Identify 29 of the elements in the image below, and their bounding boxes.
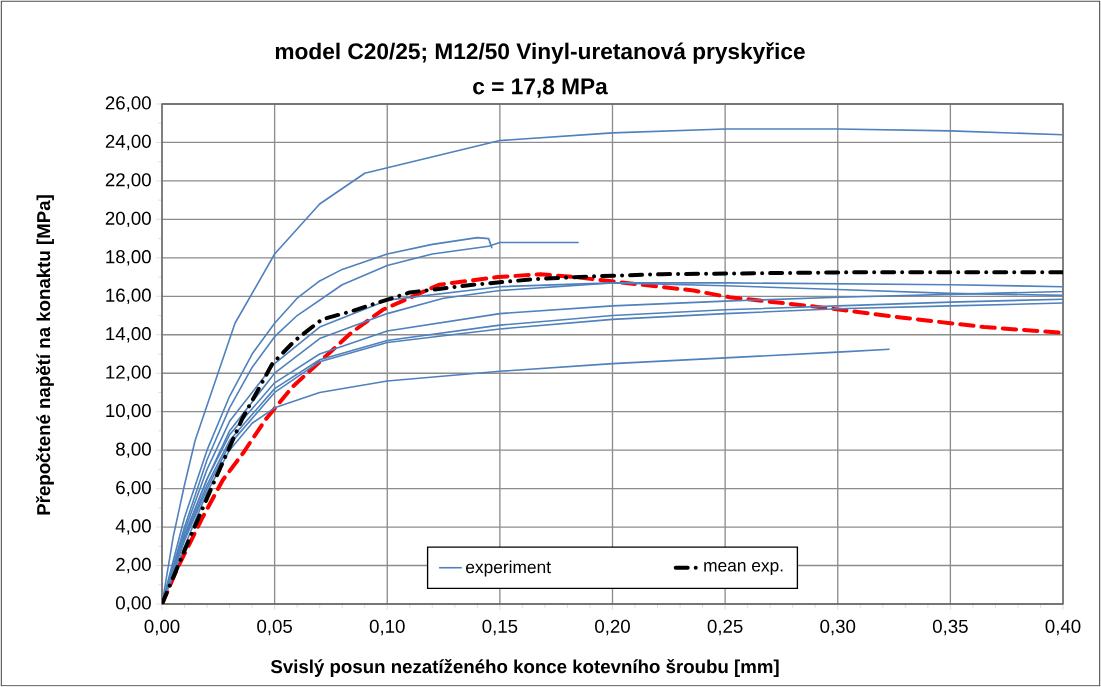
legend-label: experiment [466,560,551,577]
y-tick-label: 10,00 [106,403,151,420]
chart-subtitle: c = 17,8 MPa [473,78,608,98]
y-tick-label: 2,00 [116,557,151,574]
y-tick-label: 8,00 [116,442,151,458]
x-tick-label: 0,25 [707,619,743,636]
y-tick-label: 16,00 [106,288,151,305]
y-axis-title: Přepočtené napětí na konaktu [MPa] [36,195,54,515]
y-tick-label: 18,00 [106,250,151,266]
y-tick-label: 6,00 [116,480,151,497]
x-tick-label: 0,30 [820,619,856,636]
y-tick-label: 22,00 [105,173,151,189]
x-tick-label: 0,35 [932,619,968,636]
y-tick-label: 24,00 [105,134,151,151]
y-tick-label: 20,00 [105,211,151,228]
legend-label: mean exp. [704,562,783,575]
chart-title: model C20/25; M12/50 Vinyl-uretanová pryskyřice [275,42,805,64]
y-tick-label: 0,00 [116,596,151,612]
x-tick-label: 0,40 [1045,619,1081,636]
y-tick-label: 4,00 [115,519,151,535]
x-tick-label: 0,15 [482,619,518,636]
y-tick-label: 26,00 [105,96,151,112]
x-tick-label: 0,20 [595,619,630,636]
x-tick-label: 0,10 [369,619,405,636]
x-axis-title: Svislý posun nezatíženého konce kotevního šroubu [mm] [270,659,779,677]
x-tick-label: 0,05 [257,619,293,636]
x-tick-label: 0,00 [144,619,180,636]
y-tick-label: 12,00 [106,365,151,381]
y-tick-label: 14,00 [106,327,151,343]
